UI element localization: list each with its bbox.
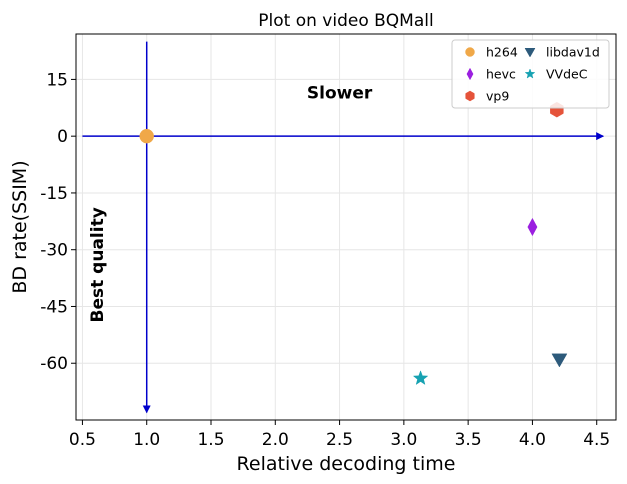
x-axis-label: Relative decoding time <box>237 453 456 475</box>
x-tick-label: 4.5 <box>583 430 610 450</box>
y-tick-label: 0 <box>57 127 68 147</box>
x-tick-label: 1.5 <box>197 430 224 450</box>
y-tick-label: -45 <box>40 297 68 317</box>
y-tick-label: -30 <box>40 241 68 261</box>
chart-title: Plot on video BQMall <box>258 11 433 31</box>
data-point-hevc <box>527 217 538 237</box>
legend-marker-hevc <box>466 67 474 81</box>
legend-label-vp9: vp9 <box>486 89 509 104</box>
y-tick-label: -60 <box>40 354 68 374</box>
x-tick-label: 3.5 <box>455 430 482 450</box>
x-tick-label: 1.0 <box>133 430 160 450</box>
legend: h264 hevc vp9 libdav1d VVdeC <box>451 39 610 109</box>
x-tick-label: 2.0 <box>262 430 289 450</box>
legend-marker-vvdec <box>524 68 536 79</box>
legend-marker-libdav1d <box>524 48 536 58</box>
annotations: Slower Best quality <box>88 83 373 322</box>
legend-label-h264: h264 <box>486 45 518 60</box>
x-tick-label: 2.5 <box>326 430 353 450</box>
x-tick-label: 0.5 <box>69 430 96 450</box>
legend-marker-h264 <box>465 47 475 57</box>
legend-label-hevc: hevc <box>486 67 516 82</box>
legend-label-vvdec: VVdeC <box>546 67 588 82</box>
data-point-vvdec <box>412 370 429 386</box>
legend-marker-vp9 <box>465 90 475 102</box>
legend-label-libdav1d: libdav1d <box>546 45 600 60</box>
annotation-slower: Slower <box>307 83 373 103</box>
y-axis-ticks: 15 0 -15 -30 -45 -60 <box>40 70 76 374</box>
x-tick-label: 3.0 <box>390 430 417 450</box>
y-tick-label: -15 <box>40 184 68 204</box>
data-point-h264 <box>139 128 154 144</box>
data-points <box>139 101 568 386</box>
y-tick-label: 15 <box>46 70 68 90</box>
y-axis-label: BD rate(SSIM) <box>9 160 31 293</box>
reference-lines <box>82 41 605 414</box>
data-point-libdav1d <box>551 353 568 368</box>
x-tick-label: 4.0 <box>519 430 546 450</box>
plot-area <box>75 33 617 421</box>
x-axis-ticks: 0.5 1.0 1.5 2.0 2.5 3.0 3.5 4.0 4.5 <box>69 420 610 450</box>
annotation-best-quality: Best quality <box>88 207 108 322</box>
